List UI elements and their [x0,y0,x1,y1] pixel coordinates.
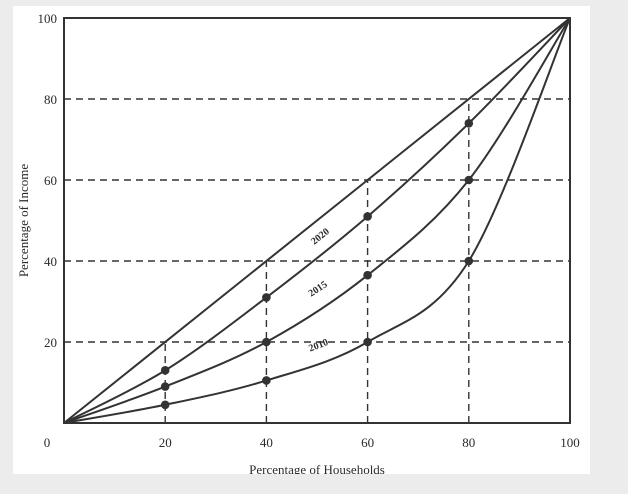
data-point-2020-60 [363,212,372,221]
data-point-2010-40 [262,376,271,385]
plot-frame [63,17,571,424]
point-layer [160,119,474,410]
data-point-2020-20 [160,366,170,375]
tick-label-layer: 0 20 40 60 80 100 20 40 60 80 100 [38,11,580,450]
data-point-2010-80 [464,256,474,266]
data-point-2015-20 [160,382,170,391]
data-point-2015-40 [262,337,271,347]
series-line-equality [63,17,571,424]
data-point-2010-60 [363,337,372,347]
series-label-2015: 2015 [307,279,330,299]
x-tick-label-20: 20 [159,435,172,450]
x-tick-label-0: 0 [44,435,51,450]
x-tick-label-60: 60 [361,435,374,450]
y-tick-label-80: 80 [44,92,57,107]
data-point-2010-20 [160,400,170,410]
curve-label-layer: 2020 2015 2010 [307,226,332,354]
y-axis-title: Percentage of Income [16,164,31,278]
data-point-2015-60 [363,270,372,280]
curve-layer [63,17,571,424]
y-tick-label-20: 20 [44,335,57,350]
x-tick-label-80: 80 [462,435,475,450]
x-tick-label-100: 100 [560,435,580,450]
grid-layer [64,98,570,423]
data-point-2020-80 [464,119,474,128]
y-tick-label-40: 40 [44,254,57,269]
x-axis-title: Percentage of Households [249,462,385,474]
data-point-2020-40 [262,293,271,302]
data-point-2015-80 [464,175,474,185]
y-tick-label-100: 100 [38,11,58,26]
x-tick-label-40: 40 [260,435,273,450]
lorenz-chart: 0 20 40 60 80 100 20 40 60 80 100 2020 2015 2010 Per… [16,11,580,474]
series-label-2010: 2010 [307,337,330,354]
y-tick-label-60: 60 [44,173,57,188]
lorenz-curve-figure: 0 20 40 60 80 100 20 40 60 80 100 2020 2015 2010 Per… [13,6,590,474]
series-label-2020: 2020 [309,226,331,247]
